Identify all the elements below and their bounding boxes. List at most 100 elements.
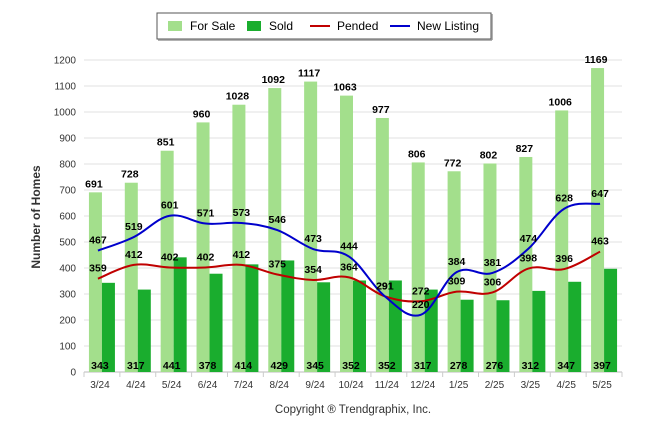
- label-new-listing: 384: [448, 256, 466, 268]
- label-pended: 272: [412, 285, 430, 297]
- x-tick-label: 1/25: [449, 380, 469, 391]
- label-for-sale: 802: [480, 149, 498, 161]
- y-tick-label: 100: [59, 342, 76, 353]
- line-new-listing: [97, 202, 601, 317]
- label-for-sale: 1028: [226, 91, 250, 103]
- bar-sold: [496, 300, 510, 372]
- x-tick-label: 10/24: [338, 380, 363, 391]
- label-pended: 375: [269, 259, 287, 271]
- y-tick-label: 700: [59, 186, 76, 197]
- label-new-listing: 444: [340, 241, 358, 253]
- label-pended: 309: [448, 276, 466, 288]
- bar-for-sale: [124, 182, 138, 372]
- label-new-listing: 601: [161, 200, 179, 212]
- x-tick-label: 6/24: [198, 380, 218, 391]
- label-pended: 359: [89, 263, 107, 275]
- label-pended: 398: [520, 253, 538, 265]
- label-pended: 463: [591, 236, 609, 248]
- label-new-listing: 473: [304, 233, 322, 245]
- x-tick-label: 3/25: [521, 380, 541, 391]
- bar-sold: [317, 282, 331, 372]
- y-tick-label: 300: [59, 290, 76, 301]
- bar-for-sale: [196, 122, 210, 373]
- bar-sold: [568, 281, 582, 372]
- label-new-listing: 628: [555, 193, 573, 205]
- axes: 0 100 200 300 400 500 600 700 800 900 1000 1100 1200…: [54, 56, 612, 392]
- y-tick-label: 1000: [54, 108, 77, 119]
- label-new-listing: 474: [520, 233, 538, 245]
- bar-sold: [388, 280, 402, 372]
- label-new-listing: 571: [197, 208, 215, 220]
- y-tick-label: 0: [70, 368, 76, 379]
- label-new-listing: 467: [89, 235, 107, 247]
- label-new-listing: 220: [412, 299, 430, 311]
- bar-for-sale: [447, 171, 461, 372]
- line-pended: [97, 250, 601, 303]
- legend-swatch-icon: [168, 21, 182, 31]
- x-tick-label: 11/24: [375, 380, 400, 391]
- label-for-sale: 977: [372, 104, 390, 116]
- y-tick-label: 400: [59, 264, 76, 275]
- label-for-sale: 728: [121, 169, 139, 181]
- label-pended: 402: [197, 251, 215, 263]
- bar-for-sale: [340, 95, 353, 373]
- label-new-listing: 647: [591, 188, 609, 200]
- legend-label: New Listing: [417, 19, 479, 33]
- bar-for-sale: [160, 150, 174, 372]
- y-tick-label: 1200: [54, 56, 77, 67]
- bar-sold: [532, 290, 546, 372]
- x-tick-label: 3/24: [90, 380, 110, 391]
- label-for-sale: 1169: [585, 54, 608, 66]
- legend: For Sale Sold Pended New Listing: [156, 12, 493, 41]
- bar-sold: [460, 299, 474, 372]
- x-tick-label: 5/24: [162, 380, 182, 391]
- label-new-listing: 291: [376, 280, 394, 292]
- bar-sold: [173, 257, 187, 372]
- label-sold: 352: [378, 360, 396, 372]
- label-pended: 354: [304, 264, 322, 276]
- label-for-sale: 1006: [549, 96, 573, 108]
- label-sold: 414: [235, 360, 253, 372]
- bar-for-sale: [411, 162, 425, 372]
- label-new-listing: 519: [125, 221, 143, 233]
- label-sold: 343: [91, 360, 109, 372]
- label-sold: 317: [127, 360, 145, 372]
- label-for-sale: 1063: [333, 82, 357, 94]
- label-sold: 347: [557, 360, 575, 372]
- x-tick-label: 4/24: [126, 380, 146, 391]
- bar-for-sale: [232, 104, 246, 372]
- y-tick-label: 600: [59, 212, 76, 223]
- y-tick-label: 500: [59, 238, 76, 249]
- label-sold: 345: [306, 360, 324, 372]
- label-sold: 352: [342, 360, 360, 372]
- y-tick-label: 800: [59, 160, 76, 171]
- x-tick-label: 9/24: [305, 380, 325, 391]
- legend-label: Pended: [337, 19, 378, 33]
- label-for-sale: 1117: [298, 68, 320, 80]
- label-new-listing: 546: [269, 214, 287, 226]
- bars: [88, 68, 618, 373]
- legend-label: For Sale: [190, 19, 236, 33]
- label-pended: 364: [340, 261, 358, 273]
- label-sold: 278: [450, 360, 468, 372]
- lines: [97, 202, 601, 317]
- label-new-listing: 573: [233, 207, 251, 219]
- bar-for-sale: [483, 163, 497, 372]
- bar-sold: [604, 268, 618, 372]
- label-pended: 396: [555, 253, 573, 265]
- x-tick-label: 8/24: [270, 380, 290, 391]
- bar-sold: [245, 264, 259, 372]
- data-labels: 691 343 467 359 728 317 519 412 851 441 601 402 960 3…: [85, 54, 611, 372]
- y-axis-title: Number of Homes: [29, 165, 43, 269]
- x-tick-label: 5/25: [592, 380, 612, 391]
- label-for-sale: 851: [157, 137, 175, 149]
- label-pended: 291: [376, 280, 394, 292]
- x-tick-label: 12/24: [410, 380, 435, 391]
- label-for-sale: 1092: [262, 74, 286, 86]
- label-for-sale: 772: [444, 157, 462, 169]
- label-sold: 378: [199, 360, 217, 372]
- y-tick-label: 1100: [54, 82, 76, 93]
- bar-for-sale: [555, 110, 569, 372]
- label-sold: 397: [593, 360, 611, 372]
